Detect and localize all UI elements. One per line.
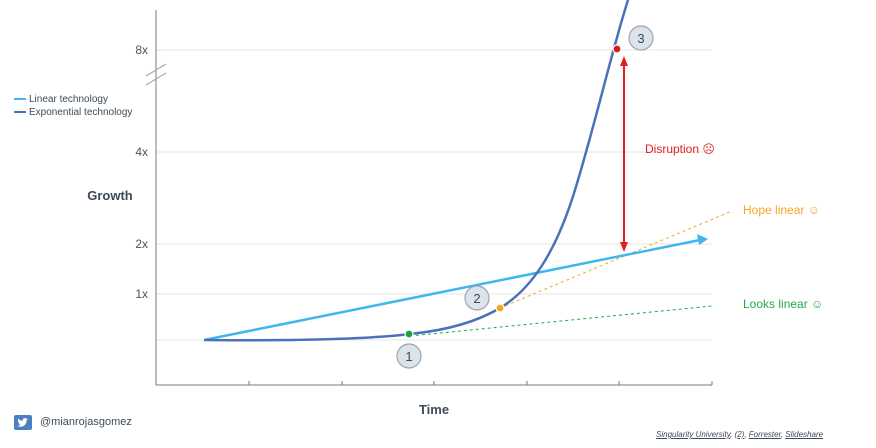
sources: Singularity University, (2), Forrester, …: [656, 430, 824, 439]
badge-2-label: 2: [473, 291, 480, 306]
badge-2: 2: [464, 285, 490, 311]
series-exponential: [203, 0, 630, 342]
badge-3: 3: [628, 25, 654, 51]
twitter-handle[interactable]: @mianrojasgomez: [40, 416, 132, 428]
badge-3-label: 3: [637, 31, 644, 46]
linear-arrowhead: [697, 234, 708, 245]
disruption-label: Disruption ☹: [645, 142, 715, 156]
twitter-icon: [14, 415, 32, 430]
legend: Linear technology Exponential technology: [14, 94, 132, 118]
y-tick-2x: 2x: [135, 237, 148, 251]
legend-label-exponential: Exponential technology: [29, 107, 132, 118]
series-linear: [203, 234, 708, 342]
x-axis-title: Time: [419, 402, 449, 417]
hope-linear-dashed-line: [499, 210, 733, 309]
hope-linear-label: Hope linear ☺: [743, 203, 820, 217]
legend-label-linear: Linear technology: [29, 94, 108, 105]
gridlines: [156, 49, 712, 341]
point-3-marker: [612, 44, 622, 54]
source-link-slideshare[interactable]: Slideshare: [785, 430, 824, 439]
y-tick-4x: 4x: [135, 145, 148, 159]
point-2-marker: [495, 303, 505, 313]
badge-1-label: 1: [405, 349, 412, 364]
axis-break-marks: [145, 63, 167, 86]
x-axis-ticks: [248, 381, 713, 385]
point-1-marker: [404, 329, 414, 339]
disruption-arrow: [620, 56, 628, 252]
y-tick-1x: 1x: [135, 287, 148, 301]
y-axis-title: Growth: [87, 188, 133, 203]
source-link-singularity[interactable]: Singularity University: [656, 430, 731, 439]
badge-1: 1: [396, 343, 422, 369]
source-link-2[interactable]: (2): [734, 430, 745, 439]
looks-linear-label: Looks linear ☺: [743, 297, 823, 311]
looks-linear-dashed-line: [409, 305, 713, 337]
source-link-forrester[interactable]: Forrester: [748, 430, 781, 439]
y-tick-8x: 8x: [135, 43, 148, 57]
